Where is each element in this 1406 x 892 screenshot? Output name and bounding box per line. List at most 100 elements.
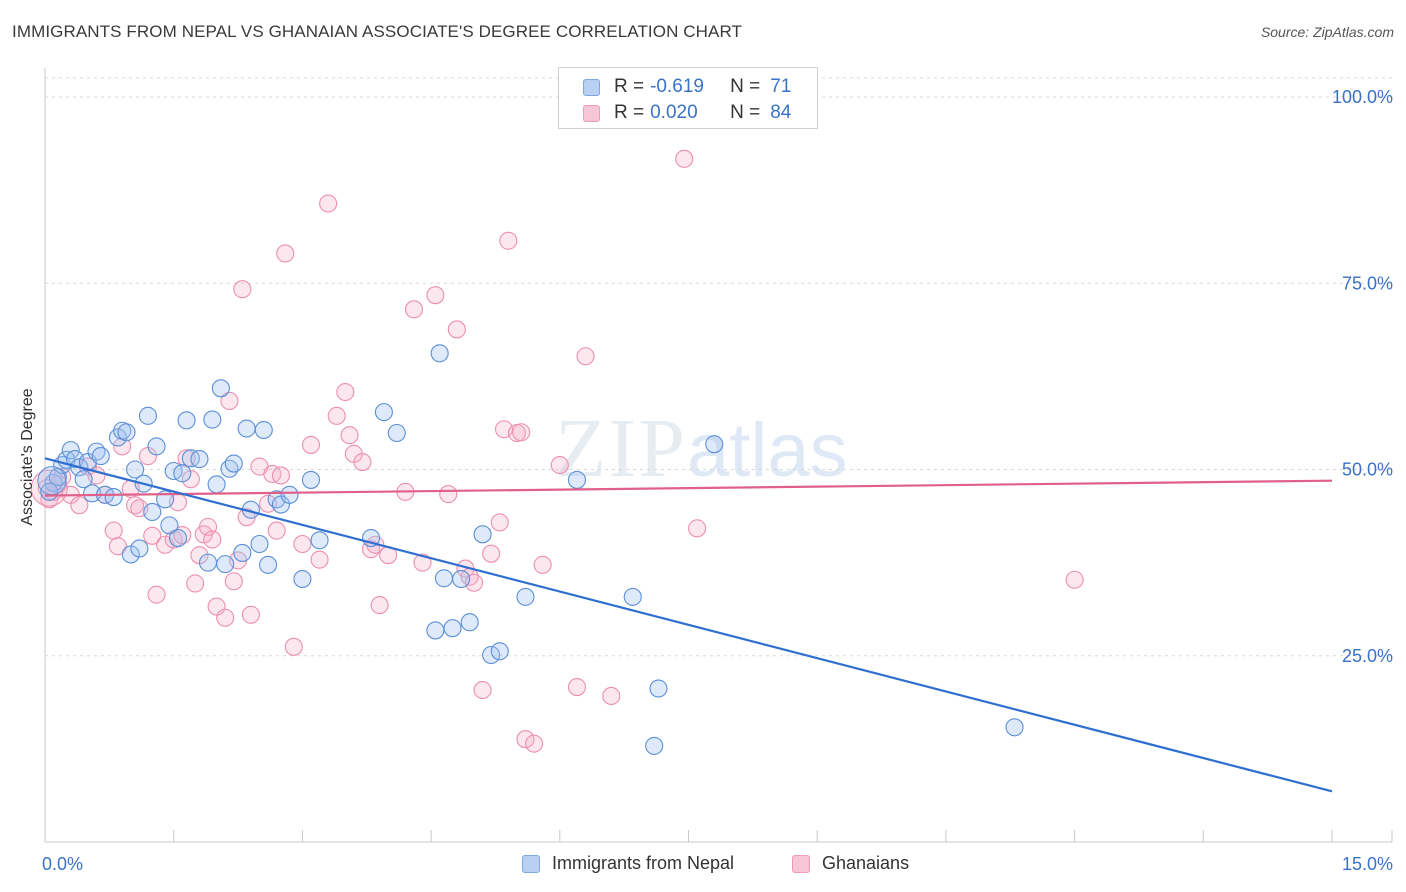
ghanaians-point: [267, 521, 286, 540]
legend-n-label: N =: [730, 76, 761, 97]
nepal-point: [143, 502, 162, 522]
nepal-swatch: [583, 78, 600, 96]
ghanaians-point: [490, 513, 509, 532]
tick-labels: 25.0% 50.0% 75.0% 100.0% 0.0% 15.0%: [42, 87, 1393, 874]
ghanaians-point: [310, 550, 329, 569]
ghanaians-point: [233, 280, 252, 299]
nepal-point: [104, 488, 123, 507]
legend-r-value-nepal: -0.619: [650, 76, 704, 97]
ghanaians-point: [108, 537, 127, 556]
nepal-point: [482, 645, 501, 665]
legend-r-label: R =: [614, 76, 645, 97]
ghanaians-point: [512, 423, 531, 442]
nepal-point: [233, 543, 252, 562]
nepal-point: [126, 460, 145, 479]
nepal-legend-swatch: [522, 854, 540, 873]
nepal-point: [434, 569, 454, 588]
nepal-point: [259, 555, 278, 574]
legend-n-value-ghanaians: 84: [770, 102, 792, 123]
legend-r-value-ghanaians: 0.020: [650, 102, 698, 123]
ghanaians-point: [525, 734, 544, 753]
nepal-point: [138, 406, 158, 425]
axes: [44, 68, 1393, 843]
ghanaians-point: [336, 382, 355, 402]
nepal-point: [649, 679, 668, 698]
nepal-point: [198, 553, 218, 572]
nepal-point: [211, 379, 230, 398]
bottom-legend-ghanaians: Ghanaians: [792, 853, 909, 874]
ghanaians-point: [533, 555, 552, 574]
ghanaians-point: [550, 455, 569, 475]
ghanaians-point: [301, 435, 321, 454]
nepal-point: [387, 423, 406, 443]
nepal-point: [91, 447, 110, 466]
ghanaians-point: [404, 300, 423, 319]
nepal-point: [460, 613, 479, 632]
nepal-point: [190, 450, 209, 469]
nepal-point: [516, 587, 535, 606]
ghanaians-point: [147, 585, 166, 604]
nepal-point: [705, 435, 724, 454]
ghanaians-point: [276, 244, 295, 263]
nepal-point: [443, 619, 462, 638]
ghanaians-point: [499, 231, 518, 250]
ghanaians-point: [602, 686, 621, 706]
x-tick-label-min: 0.0%: [42, 854, 83, 874]
nepal-point: [177, 411, 196, 430]
nepal-point: [173, 464, 192, 483]
nepal-point: [280, 485, 299, 504]
x-tick-label-max: 15.0%: [1342, 854, 1393, 874]
ghanaians-legend-swatch: [792, 854, 810, 873]
ghanaians-point: [473, 680, 492, 700]
ghanaians-point: [576, 347, 595, 366]
nepal-point: [74, 470, 93, 489]
nepal-point: [203, 410, 222, 429]
nepal-point: [490, 642, 509, 661]
ghanaians-point: [271, 466, 291, 485]
nepal-point: [301, 470, 321, 489]
nepal-legend-label: Immigrants from Nepal: [552, 853, 735, 873]
ghanaians-point: [482, 544, 501, 563]
nepal-point: [117, 423, 136, 442]
ghanaians-point: [567, 677, 587, 697]
nepal-point: [310, 531, 329, 550]
ghanaians-point: [293, 534, 312, 554]
nepal-trend-line: [44, 457, 1333, 793]
nepal-point: [645, 736, 664, 755]
ghanaians-point: [177, 449, 196, 468]
ghanaians-point: [340, 426, 359, 445]
bottom-legend-nepal: Immigrants from Nepal: [522, 853, 734, 874]
legend-row-ghanaians: R = 0.020 N = 84: [583, 101, 791, 125]
correlation-legend: R = -0.619 N = 71 R = 0.020 N = 84: [558, 67, 818, 129]
ghanaians-point: [447, 320, 466, 339]
ghanaians-point: [675, 149, 694, 168]
nepal-points: [37, 344, 1024, 755]
nepal-point: [61, 441, 80, 460]
nepal-point: [250, 534, 269, 554]
nepal-point: [224, 454, 243, 473]
ghanaians-point: [241, 605, 260, 624]
ghanaians-point: [259, 494, 278, 513]
watermark: ZIPatlas: [555, 400, 848, 497]
y-tick-label: 100.0%: [1332, 87, 1393, 107]
legend-row-nepal: R = -0.619 N = 71: [583, 75, 791, 99]
nepal-point: [293, 569, 312, 589]
ghanaians-points: [30, 149, 1084, 753]
nepal-point: [254, 420, 273, 440]
nepal-point: [207, 475, 226, 494]
y-tick-label: 25.0%: [1342, 646, 1393, 666]
y-tick-label: 75.0%: [1342, 273, 1393, 293]
nepal-point: [623, 587, 642, 606]
nepal-point: [452, 569, 471, 589]
nepal-point: [237, 419, 256, 438]
ghanaians-point: [70, 496, 89, 515]
nepal-point: [216, 555, 235, 574]
grid-lines: [45, 77, 1392, 657]
ghanaians-point: [224, 572, 243, 591]
y-tick-label: 50.0%: [1342, 460, 1393, 480]
ghanaians-swatch: [583, 104, 600, 122]
nepal-point: [168, 528, 188, 548]
ghanaians-trend-line: [44, 479, 1333, 497]
legend-r-label: R =: [614, 102, 645, 123]
